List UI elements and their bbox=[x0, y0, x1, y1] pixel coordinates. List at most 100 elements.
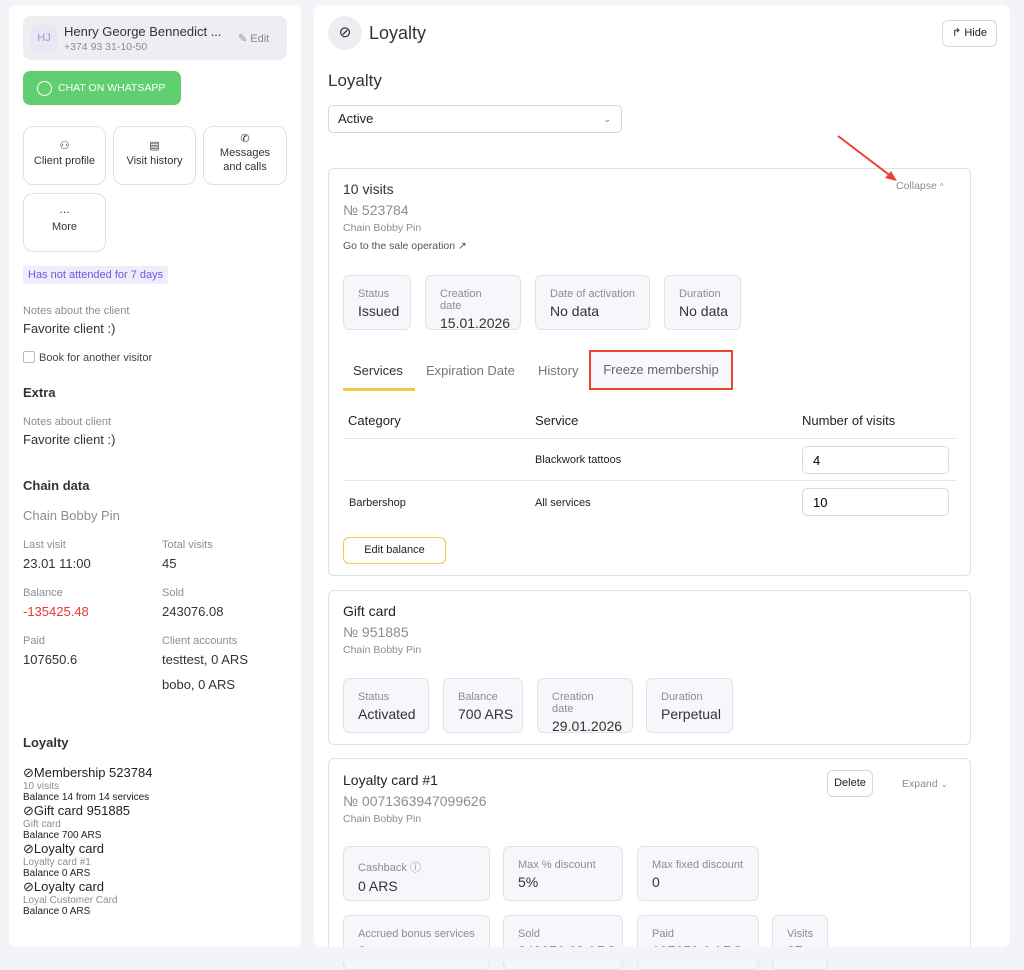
tab-freeze-membership[interactable]: Freeze membership bbox=[589, 350, 733, 390]
loyalty-card-title: Loyalty card #1 bbox=[343, 772, 438, 788]
paid-label: Paid bbox=[23, 635, 46, 647]
collapse-label: Collapse bbox=[896, 180, 937, 192]
stat-creation-date: Creation date 15.01.2026 bbox=[425, 275, 521, 331]
stat-max-percent-discount: Max % discount 5% bbox=[503, 846, 623, 901]
receipt-icon: ▤ bbox=[149, 140, 160, 152]
messages-calls-tile[interactable]: ✆ Messages and calls bbox=[203, 126, 287, 185]
stat-max-fixed-discount: Max fixed discount 0 bbox=[637, 846, 759, 901]
section-title: Loyalty bbox=[328, 71, 382, 90]
sale-operation-link[interactable]: Go to the sale operation ↗ bbox=[343, 240, 467, 252]
badge-icon: ⊘ bbox=[23, 841, 34, 856]
loyalty-list-item[interactable]: ⊘Loyalty card Loyal Customer Card Balance … bbox=[23, 879, 283, 917]
client-name: Henry George Bennedict ... bbox=[64, 24, 222, 39]
last-visit: 23.01 11:00 bbox=[23, 556, 91, 571]
row-category: Barbershop bbox=[349, 497, 406, 509]
collapse-button[interactable]: Collapse ^ bbox=[896, 180, 944, 192]
expand-button[interactable]: Expand ⌄ bbox=[902, 778, 948, 790]
expand-label: Expand bbox=[902, 778, 938, 790]
gift-chain: Chain Bobby Pin bbox=[343, 644, 422, 656]
membership-number: № 523784 bbox=[343, 202, 409, 218]
loyalty-title: Loyalty bbox=[23, 735, 69, 750]
last-visit-label: Last visit bbox=[23, 539, 66, 551]
badge-icon: ⊘ bbox=[23, 803, 34, 818]
account-item: testtest, 0 ARS bbox=[162, 652, 248, 667]
checkbox-label: Book for another visitor bbox=[39, 352, 153, 364]
more-tile[interactable]: … More bbox=[23, 193, 106, 252]
badge-icon: ⊘ bbox=[23, 765, 34, 780]
client-header[interactable]: HJ Henry George Bennedict ... +374 93 31… bbox=[23, 16, 287, 60]
stat-accrued-bonus: Accrued bonus services0 bbox=[343, 915, 490, 970]
sold-label: Sold bbox=[162, 587, 185, 599]
extra-title: Extra bbox=[23, 385, 56, 400]
hide-label: Hide bbox=[964, 27, 987, 39]
item-title: Loyalty card bbox=[33, 879, 104, 894]
table-row: Barbershop All services bbox=[343, 482, 956, 524]
delete-button[interactable]: Delete bbox=[827, 770, 873, 797]
item-title: Loyalty card bbox=[33, 841, 104, 856]
loyalty-list-item[interactable]: ⊘Membership 523784 10 visits Balance 14 fr… bbox=[23, 765, 283, 803]
column-category: Category bbox=[348, 413, 401, 428]
gift-number: № 951885 bbox=[343, 624, 409, 640]
loyalty-list-item[interactable]: ⊘Loyalty card Loyalty card #1 Balance 0 AR… bbox=[23, 841, 283, 879]
visits-input[interactable] bbox=[802, 446, 949, 474]
tile-label: More bbox=[51, 221, 78, 233]
tab-expiration-date[interactable]: Expiration Date bbox=[426, 363, 515, 378]
bottom-fade bbox=[0, 947, 1024, 961]
chain-title: Chain data bbox=[23, 478, 90, 493]
chevron-down-icon: ⌄ bbox=[940, 779, 949, 789]
loyalty-card-number: № 0071363947099626 bbox=[343, 793, 487, 809]
hide-button[interactable]: ↱ Hide bbox=[942, 20, 997, 47]
edit-button[interactable]: ✎ Edit bbox=[238, 32, 269, 45]
notes-value: Favorite client :) bbox=[23, 321, 116, 336]
stat-activation-date: Date of activation No data bbox=[535, 275, 650, 330]
item-title: Gift card 951885 bbox=[33, 803, 131, 818]
visits-input[interactable] bbox=[802, 488, 949, 516]
stat-cashback: Cashback ⓘ 0 ARS bbox=[343, 846, 490, 901]
avatar: HJ bbox=[31, 25, 57, 51]
info-icon[interactable]: ⓘ bbox=[409, 862, 421, 874]
tab-history[interactable]: History bbox=[538, 363, 579, 378]
sold: 243076.08 bbox=[162, 604, 224, 619]
item-title: Membership 523784 bbox=[33, 765, 153, 780]
client-phone: +374 93 31-10-50 bbox=[64, 41, 148, 53]
visit-history-tile[interactable]: ▤ Visit history bbox=[113, 126, 196, 185]
client-profile-tile[interactable]: ⚇ Client profile bbox=[23, 126, 106, 185]
whatsapp-button[interactable]: CHAT ON WHATSAPP bbox=[23, 71, 181, 105]
tab-services[interactable]: Services bbox=[353, 363, 403, 378]
book-another-checkbox[interactable]: Book for another visitor bbox=[23, 351, 152, 364]
item-sub: Loyal Customer Card bbox=[23, 895, 118, 906]
table-divider bbox=[343, 438, 956, 439]
item-sub: Gift card bbox=[23, 819, 61, 830]
accounts-label: Client accounts bbox=[162, 635, 238, 647]
badge-icon: ⊘ bbox=[23, 879, 34, 894]
paid: 107650.6 bbox=[23, 652, 78, 667]
extra-notes-label: Notes about client bbox=[23, 416, 112, 428]
membership-title: 10 visits bbox=[343, 181, 394, 197]
row-service: All services bbox=[535, 497, 591, 509]
loyalty-list-item[interactable]: ⊘Gift card 951885 Gift card Balance 700 AR… bbox=[23, 803, 283, 841]
loyalty-card-chain: Chain Bobby Pin bbox=[343, 813, 422, 825]
ellipsis-icon: … bbox=[59, 204, 70, 216]
stat-status: Status Issued bbox=[343, 275, 411, 330]
item-balance: Balance 700 ARS bbox=[23, 830, 102, 841]
extra-notes-value: Favorite client :) bbox=[23, 432, 116, 447]
chevron-up-icon: ^ bbox=[939, 182, 944, 191]
stat-duration: Duration Perpetual bbox=[646, 678, 733, 733]
balance: -135425.48 bbox=[23, 604, 89, 619]
total-visits-label: Total visits bbox=[162, 539, 213, 551]
loyalty-header-icon: ⊘ bbox=[328, 16, 362, 50]
gift-title: Gift card bbox=[343, 603, 396, 619]
phone-chat-icon: ✆ bbox=[240, 133, 250, 145]
table-row: Blackwork tattoos bbox=[343, 439, 956, 481]
edit-balance-button[interactable]: Edit balance bbox=[343, 537, 446, 564]
stat-status: Status Activated bbox=[343, 678, 429, 733]
column-service: Service bbox=[535, 413, 579, 428]
tile-label: Visit history bbox=[126, 155, 183, 167]
checkbox[interactable] bbox=[23, 351, 35, 363]
status-filter-select[interactable]: Active ⌄ bbox=[328, 105, 622, 133]
attendance-badge: Has not attended for 7 days bbox=[23, 266, 169, 284]
membership-chain: Chain Bobby Pin bbox=[343, 222, 422, 234]
share-arrow-icon: ↱ bbox=[952, 27, 962, 39]
edit-label: Edit bbox=[250, 33, 270, 45]
